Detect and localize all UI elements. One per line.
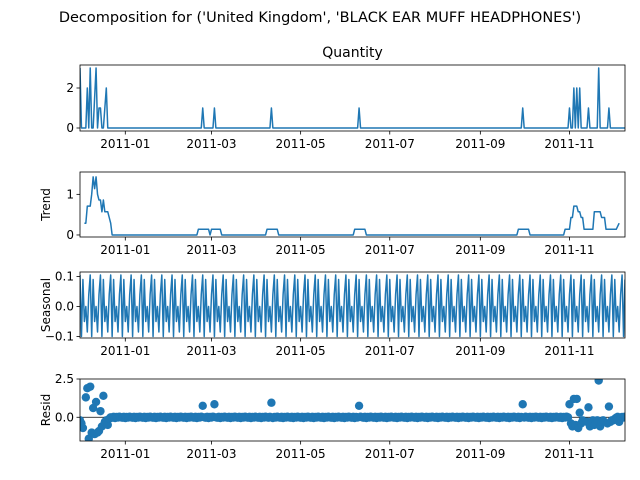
- y-tick-label: 0: [66, 121, 74, 135]
- panel-trend: Trend 0 1 2011-01 2011-03 2011-05 2011-07 2011-…: [39, 171, 626, 257]
- x-tick-label: 2011-01: [100, 447, 150, 461]
- resid-point: [267, 398, 276, 407]
- x-tick-label: 2011-03: [186, 243, 236, 257]
- x-tick-label: 2011-07: [365, 344, 415, 358]
- resid-point: [81, 393, 91, 402]
- x-tick-label: 2011-09: [455, 137, 505, 151]
- x-tick-label: 2011-09: [455, 243, 505, 257]
- resid-point: [99, 391, 108, 401]
- y-tick-label: 0.1: [55, 270, 74, 284]
- y-tick-label: 1: [66, 187, 74, 201]
- resid-point: [210, 400, 219, 409]
- x-tick-label: 2011-11: [544, 447, 594, 461]
- y-tick-label: 0.0: [55, 300, 74, 314]
- y-tick-label: −0.1: [45, 330, 74, 344]
- x-tick-label: 2011-03: [186, 344, 236, 358]
- x-tick-label: 2011-11: [544, 243, 594, 257]
- axes-frame: [79, 271, 626, 339]
- resid-point: [80, 423, 88, 433]
- x-tick-label: 2011-07: [365, 137, 415, 151]
- figure-suptitle: Decomposition for ('United Kingdom', 'BL…: [59, 10, 581, 26]
- resid-point: [575, 408, 584, 417]
- resid-point: [563, 413, 573, 422]
- x-tick-label: 2011-03: [186, 137, 236, 151]
- y-tick-label: 2: [66, 81, 74, 95]
- series-resid: [80, 379, 625, 441]
- resid-point: [620, 412, 625, 421]
- x-tick-label: 2011-01: [100, 137, 150, 151]
- y-axis-label: Trend: [39, 188, 53, 222]
- x-tick-label: 2011-07: [365, 243, 415, 257]
- series-line: [80, 274, 625, 338]
- series-seasonal: [80, 274, 625, 338]
- resid-point: [518, 400, 527, 409]
- x-tick-label: 2011-09: [455, 344, 505, 358]
- x-tick-label: 2011-07: [365, 447, 415, 461]
- x-tick-label: 2011-05: [276, 447, 326, 461]
- x-tick-label: 2011-01: [100, 344, 150, 358]
- x-tick-label: 2011-05: [276, 344, 326, 358]
- series-line: [80, 67, 625, 129]
- x-tick-label: 2011-09: [455, 447, 505, 461]
- panel-resid: Resid 0.0 2.5 2011-01 2011-03 2011-05 2011-07 2…: [39, 372, 626, 461]
- panels: Quantity 0 2 2011-01 2011-03 2011-05 2011-07 20…: [39, 45, 626, 461]
- series-trend: [84, 176, 620, 236]
- axes-frame: [79, 64, 626, 132]
- axes-frame: [79, 171, 626, 238]
- series-observed: [80, 67, 625, 129]
- resid-point: [572, 394, 581, 404]
- x-tick-label: 2011-11: [544, 344, 594, 358]
- resid-point: [584, 403, 593, 412]
- x-tick-label: 2011-05: [276, 243, 326, 257]
- resid-point: [198, 401, 207, 410]
- x-tick-label: 2011-01: [100, 243, 150, 257]
- series-line: [84, 176, 620, 236]
- resid-point: [96, 406, 105, 416]
- panel-title: Quantity: [322, 45, 383, 61]
- y-axis-label: Resid: [39, 394, 53, 426]
- y-tick-label: 2.5: [55, 372, 74, 386]
- axes-frame: [79, 378, 626, 442]
- resid-point: [604, 402, 614, 411]
- resid-point: [86, 382, 95, 391]
- x-tick-label: 2011-05: [276, 137, 326, 151]
- resid-point: [91, 397, 101, 407]
- y-tick-label: 0: [66, 228, 74, 242]
- y-tick-label: 0.0: [55, 410, 74, 424]
- y-axis-label: Seasonal: [39, 278, 53, 332]
- x-tick-label: 2011-11: [544, 137, 594, 151]
- x-tick-label: 2011-03: [186, 447, 236, 461]
- resid-point: [354, 401, 364, 410]
- resid-point: [594, 379, 603, 385]
- panel-observed: Quantity 0 2 2011-01 2011-03 2011-05 2011-07 20…: [66, 45, 626, 151]
- panel-seasonal: Seasonal−0.1 0.0 0.1 2011-01 2011-03 2011-05 2…: [39, 270, 626, 358]
